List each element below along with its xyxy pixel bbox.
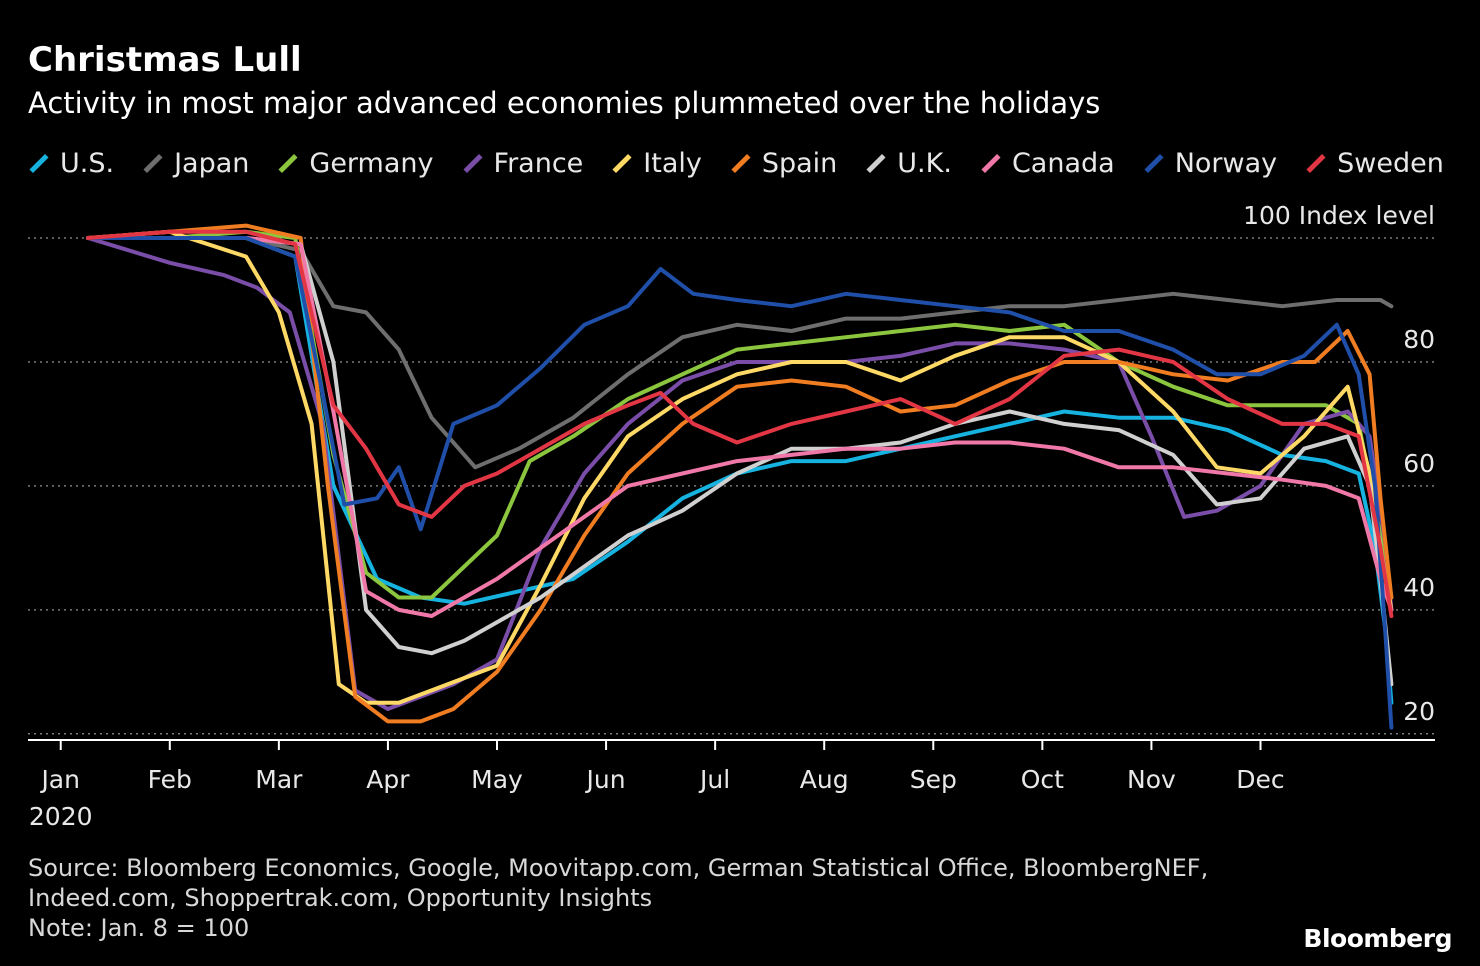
legend: U.S. Japan Germany France Italy Spain U.K. Cana…: [28, 148, 1472, 179]
x-tick-label: May: [471, 765, 523, 794]
legend-label: U.K.: [897, 148, 952, 179]
x-axis: Jan Feb Mar Apr May Jun Jul Aug Sep Oct Nov Dec 2020: [28, 739, 1435, 831]
legend-item: Germany: [277, 148, 434, 179]
legend-item: Sweden: [1305, 148, 1444, 179]
y-tick-label: 20: [1403, 697, 1435, 726]
source-line: Source: Bloomberg Economics, Google, Moo…: [28, 854, 1209, 882]
legend-item: Canada: [980, 148, 1115, 179]
source-line: Indeed.com, Shoppertrak.com, Opportunity…: [28, 884, 653, 912]
legend-label: Norway: [1174, 148, 1278, 179]
chart-title: Christmas Lull: [28, 40, 302, 80]
series-lines: [86, 223, 1394, 730]
x-tick-label: Jan: [39, 765, 80, 794]
series-line-italy: [86, 229, 1394, 705]
x-tick-label: Sep: [910, 765, 957, 794]
x-tick-label: Oct: [1021, 765, 1064, 794]
x-tick-label: Feb: [148, 765, 192, 794]
gridlines: [28, 237, 1435, 735]
y-tick-label: 100 Index level: [1243, 201, 1435, 230]
y-tick-label: 60: [1403, 449, 1435, 478]
legend-label: Germany: [309, 148, 434, 179]
legend-label: Spain: [761, 148, 838, 179]
x-tick-label: Mar: [255, 765, 303, 794]
legend-item: U.K.: [865, 148, 952, 179]
series-line-sweden: [86, 229, 1394, 618]
legend-item: Norway: [1143, 148, 1277, 179]
legend-label: France: [493, 148, 584, 179]
x-tick-label: Aug: [800, 765, 849, 794]
legend-item: Japan: [142, 148, 249, 179]
legend-label: Sweden: [1337, 148, 1444, 179]
x-tick-label: Jul: [698, 765, 730, 794]
x-tick-label: Dec: [1236, 765, 1284, 794]
y-tick-label: 80: [1403, 325, 1435, 354]
y-tick-labels: 20 40 60 80 100 Index level: [1243, 201, 1435, 726]
y-tick-label: 40: [1403, 573, 1435, 602]
note-line: Note: Jan. 8 = 100: [28, 914, 250, 942]
x-tick-label: Apr: [366, 765, 410, 794]
legend-label: U.S.: [60, 148, 115, 179]
series-line-germany: [86, 229, 1394, 600]
x-tick-label: Nov: [1127, 765, 1176, 794]
legend-item: Italy: [611, 148, 702, 179]
chart-subtitle: Activity in most major advanced economie…: [28, 86, 1101, 120]
bloomberg-logo: Bloomberg: [1303, 924, 1452, 953]
source-note: Source: Bloomberg Economics, Google, Moo…: [28, 853, 1208, 943]
legend-item: Spain: [730, 148, 837, 179]
legend-item: France: [462, 148, 584, 179]
legend-label: Canada: [1011, 148, 1115, 179]
legend-item: U.S.: [28, 148, 114, 179]
x-tick-label: Jun: [585, 765, 626, 794]
series-line-canada: [86, 236, 1394, 618]
legend-label: Italy: [643, 148, 702, 179]
series-line-norway: [86, 236, 1394, 730]
x-year-label: 2020: [29, 802, 93, 831]
legend-label: Japan: [174, 148, 250, 179]
series-line-japan: [86, 236, 1394, 470]
